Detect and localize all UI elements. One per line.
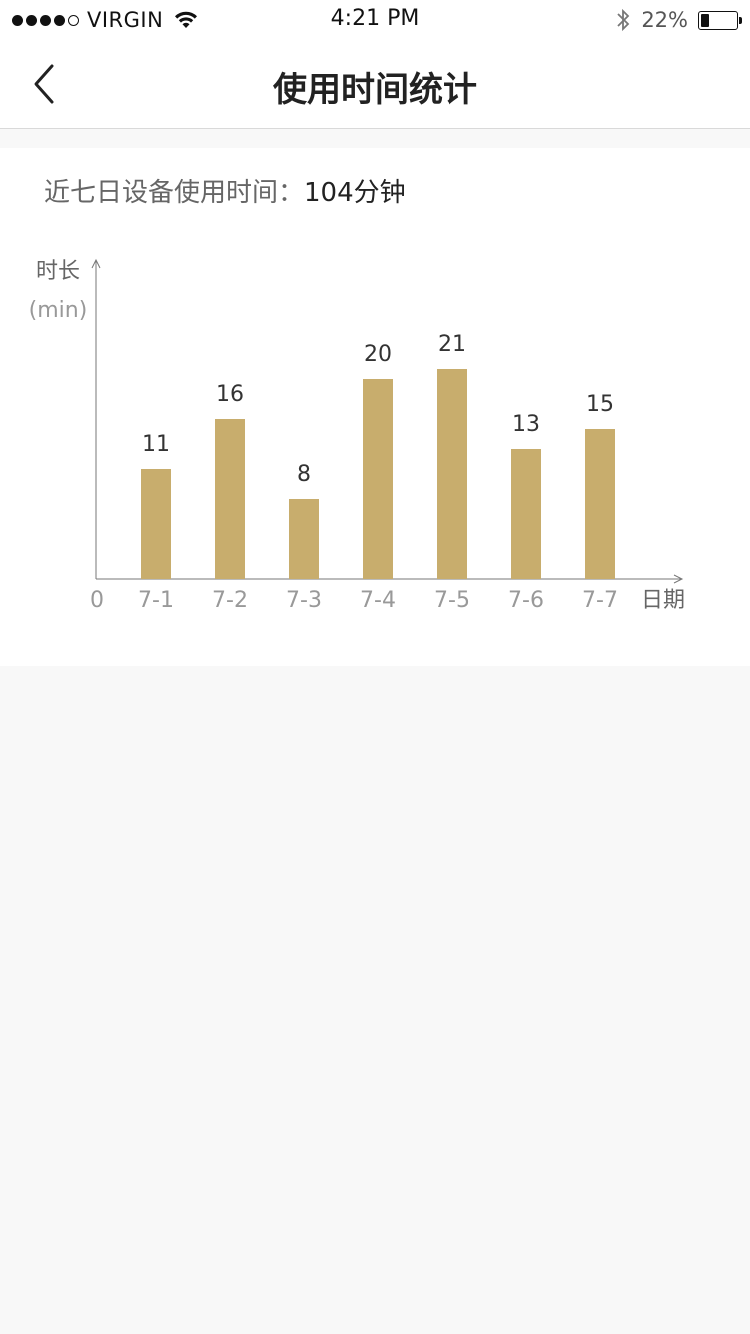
- status-left: VIRGIN: [12, 8, 199, 32]
- bar-7-5: [437, 369, 467, 579]
- bar-7-3: [289, 499, 319, 579]
- bar-value-label: 21: [438, 332, 466, 357]
- status-right: 22%: [615, 8, 742, 32]
- usage-summary: 近七日设备使用时间：104分钟: [44, 172, 406, 209]
- y-axis-unit: (min): [29, 298, 88, 323]
- y-axis-label: 时长: [36, 259, 80, 284]
- status-bar: VIRGIN 4:21 PM 22%: [0, 0, 750, 40]
- carrier-name: VIRGIN: [87, 8, 164, 32]
- bar-7-7: [585, 429, 615, 579]
- origin-label: 0: [90, 588, 104, 613]
- signal-dot: [54, 14, 65, 26]
- bar-value-label: 20: [364, 342, 392, 367]
- x-axis-arrow-icon: [673, 574, 684, 584]
- status-time: 4:21 PM: [330, 6, 420, 31]
- usage-bar-chart: 时长 (min) 日期 0 11 7-1 16 7-2 8 7-3 20 7-4 21 7-5 13 7-6 1…: [29, 258, 685, 613]
- x-axis-label: 日期: [641, 588, 685, 613]
- signal-dot: [26, 14, 37, 26]
- summary-label: 近七日设备使用时间：: [44, 178, 305, 208]
- summary-total: 104分钟: [304, 178, 406, 208]
- bar-7-1: [141, 469, 171, 579]
- signal-dot: [12, 14, 23, 26]
- bar-value-label: 13: [512, 412, 540, 437]
- bar-7-6: [511, 449, 541, 579]
- bar-value-label: 16: [216, 382, 244, 407]
- signal-dot: [68, 14, 79, 26]
- x-tick-label: 7-7: [582, 588, 618, 613]
- x-tick-label: 7-3: [286, 588, 322, 613]
- x-tick-label: 7-6: [508, 588, 544, 613]
- bar-value-label: 11: [142, 432, 170, 457]
- bluetooth-icon: [617, 8, 630, 32]
- x-tick-label: 7-4: [360, 588, 396, 613]
- bar-value-label: 8: [297, 462, 311, 487]
- page-title: 使用时间统计: [273, 70, 477, 110]
- signal-dot: [40, 14, 51, 26]
- signal-strength-icon: [12, 14, 79, 26]
- back-button[interactable]: [24, 60, 68, 108]
- navigation-bar: 使用时间统计: [0, 40, 750, 129]
- battery-icon: [698, 10, 742, 30]
- y-axis-arrow-icon: [91, 258, 101, 269]
- battery-percent: 22%: [641, 8, 688, 32]
- battery-cap: [739, 16, 742, 24]
- bar-value-label: 15: [586, 392, 614, 417]
- chevron-left-icon: [34, 64, 54, 104]
- wifi-icon: [175, 11, 198, 28]
- x-tick-label: 7-1: [138, 588, 174, 613]
- bar-7-2: [215, 419, 245, 579]
- battery-level-fill: [701, 13, 710, 27]
- x-tick-label: 7-2: [212, 588, 248, 613]
- bar-7-4: [363, 379, 393, 579]
- x-tick-label: 7-5: [434, 588, 470, 613]
- usage-card: 近七日设备使用时间：104分钟 时长 (min) 日期 0 11 7-1 16 7-2 8 7-3…: [0, 148, 750, 666]
